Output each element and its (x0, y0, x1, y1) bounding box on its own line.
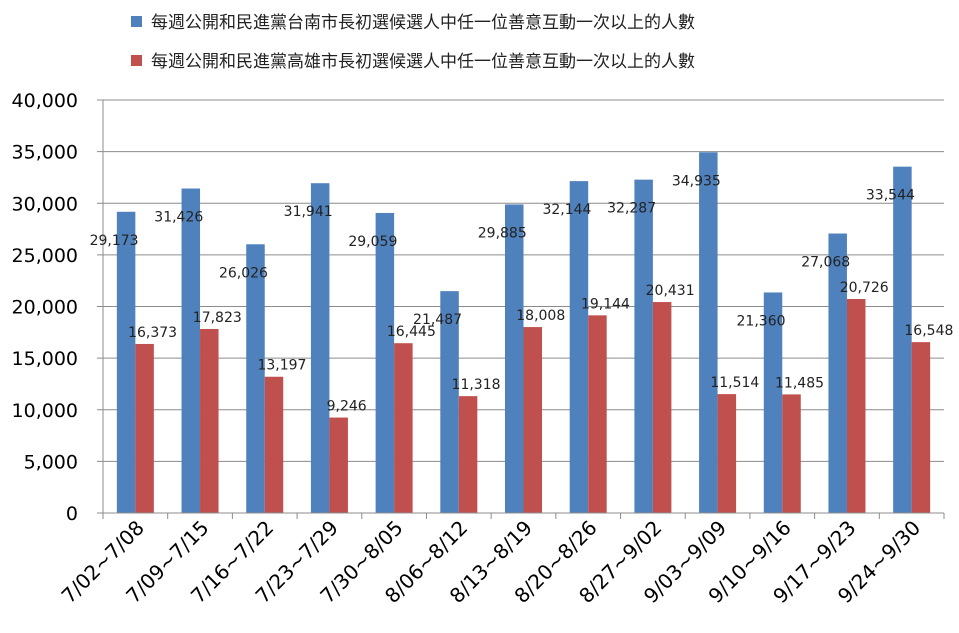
y-tick-label: 10,000 (12, 400, 78, 422)
bar-tainan (116, 211, 136, 514)
bar-tainan (828, 233, 847, 514)
data-label-kaohsiung: 11,318 (452, 377, 501, 393)
data-label-tainan: 31,426 (154, 210, 203, 226)
bar-kaohsiung (717, 394, 737, 513)
x-axis: 7/02~7/087/09~7/157/16~7/227/23~7/297/30… (57, 512, 945, 608)
legend-label-kaohsiung: 每週公開和民進黨高雄市長初選候選人中任一位善意互動一次以上的人數 (151, 52, 695, 72)
y-tick-label: 5,000 (24, 451, 78, 473)
data-label-tainan: 33,544 (866, 188, 915, 204)
data-label-kaohsiung: 13,197 (257, 358, 306, 374)
data-label-tainan: 29,885 (478, 225, 527, 241)
bar-kaohsiung (135, 343, 154, 513)
bar-tainan (246, 244, 265, 513)
legend-swatch-kaohsiung (131, 55, 142, 66)
legend: 每週公開和民進黨台南市長初選候選人中任一位善意互動一次以上的人數 每週公開和民進… (131, 13, 695, 72)
bar-kaohsiung (588, 315, 607, 513)
bar-kaohsiung (911, 342, 931, 513)
y-tick-label: 20,000 (12, 297, 78, 319)
bar-tainan (440, 291, 459, 513)
y-tick-label: 25,000 (12, 245, 78, 267)
data-label-kaohsiung: 9,246 (327, 399, 367, 415)
data-label-kaohsiung: 16,445 (387, 324, 436, 340)
data-label-kaohsiung: 16,548 (904, 323, 953, 339)
data-label-kaohsiung: 11,485 (775, 375, 824, 391)
data-label-kaohsiung: 20,431 (646, 283, 695, 299)
legend-label-tainan: 每週公開和民進黨台南市長初選候選人中任一位善意互動一次以上的人數 (151, 13, 695, 33)
bar-tainan (569, 181, 589, 513)
y-tick-label: 15,000 (12, 348, 78, 370)
data-label-tainan: 27,068 (801, 255, 850, 271)
y-tick-label: 0 (66, 503, 78, 525)
data-label-kaohsiung: 16,373 (128, 325, 177, 341)
bar-kaohsiung (458, 396, 478, 513)
bar-kaohsiung (652, 302, 672, 513)
data-label-tainan: 29,173 (90, 233, 139, 249)
data-label-tainan: 26,026 (219, 265, 268, 281)
data-label-kaohsiung: 17,823 (193, 310, 242, 326)
y-tick-label: 40,000 (12, 90, 78, 112)
bar-tainan (699, 152, 718, 513)
bar-kaohsiung (846, 299, 866, 513)
bar-kaohsiung (329, 417, 348, 513)
bars (116, 152, 931, 514)
data-label-tainan: 21,360 (737, 313, 786, 329)
bar-tainan (375, 212, 395, 513)
data-label-tainan: 31,941 (284, 204, 333, 220)
data-label-kaohsiung: 18,008 (516, 308, 565, 324)
data-label-kaohsiung: 19,144 (581, 296, 630, 312)
y-tick-label: 30,000 (12, 193, 78, 215)
bar-kaohsiung (264, 376, 284, 513)
bar-kaohsiung (523, 327, 542, 513)
y-tick-label: 35,000 (12, 142, 78, 164)
bar-tainan (634, 179, 653, 513)
bar-kaohsiung (200, 328, 219, 513)
data-label-kaohsiung: 20,726 (840, 280, 889, 296)
data-label-tainan: 32,144 (542, 202, 591, 218)
y-axis: 0 5,000 10,000 15,000 20,000 25,000 30,000 35,0… (12, 90, 104, 525)
bar-tainan (181, 188, 201, 513)
bar-kaohsiung (394, 343, 413, 513)
bar-tainan (893, 166, 912, 513)
data-label-kaohsiung: 11,514 (710, 375, 759, 391)
legend-swatch-tainan (131, 16, 142, 27)
data-label-tainan: 21,487 (413, 312, 462, 328)
data-label-tainan: 34,935 (672, 173, 721, 189)
bar-kaohsiung (782, 394, 801, 513)
bar-tainan (763, 292, 783, 513)
bar-tainan (310, 183, 330, 513)
data-labels: 29,173 16,373 31,426 17,823 26,026 13,197 31,9… (90, 173, 954, 414)
data-label-tainan: 29,059 (348, 234, 397, 250)
bar-tainan (505, 204, 524, 513)
data-label-tainan: 32,287 (607, 201, 656, 217)
